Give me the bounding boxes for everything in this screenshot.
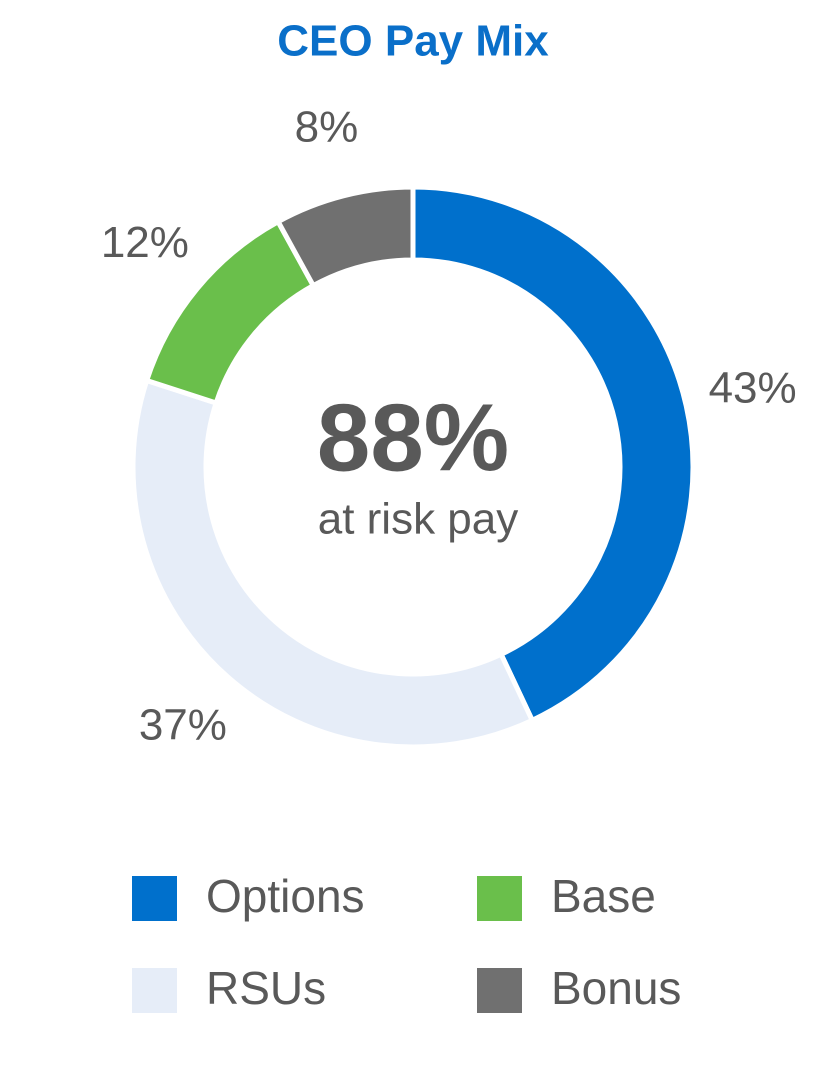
data-label: 8%: [295, 103, 359, 152]
donut-segment: [274, 184, 416, 289]
donut-segment: [130, 377, 536, 750]
data-label: 12%: [101, 218, 189, 267]
legend-swatch: [477, 968, 522, 1013]
chart-title: CEO Pay Mix: [277, 17, 549, 66]
legend-swatch: [477, 876, 522, 921]
data-label: 43%: [709, 364, 797, 413]
legend-swatch: [132, 876, 177, 921]
data-label: 37%: [139, 701, 227, 750]
legend-label: Options: [206, 870, 365, 922]
center-caption: at risk pay: [318, 495, 519, 544]
donut-segment: [410, 184, 696, 724]
legend-label: RSUs: [206, 962, 326, 1014]
legend-label: Base: [551, 870, 656, 922]
legend-swatch: [132, 968, 177, 1013]
center-value: 88%: [317, 384, 509, 491]
legend-label: Bonus: [551, 962, 681, 1014]
